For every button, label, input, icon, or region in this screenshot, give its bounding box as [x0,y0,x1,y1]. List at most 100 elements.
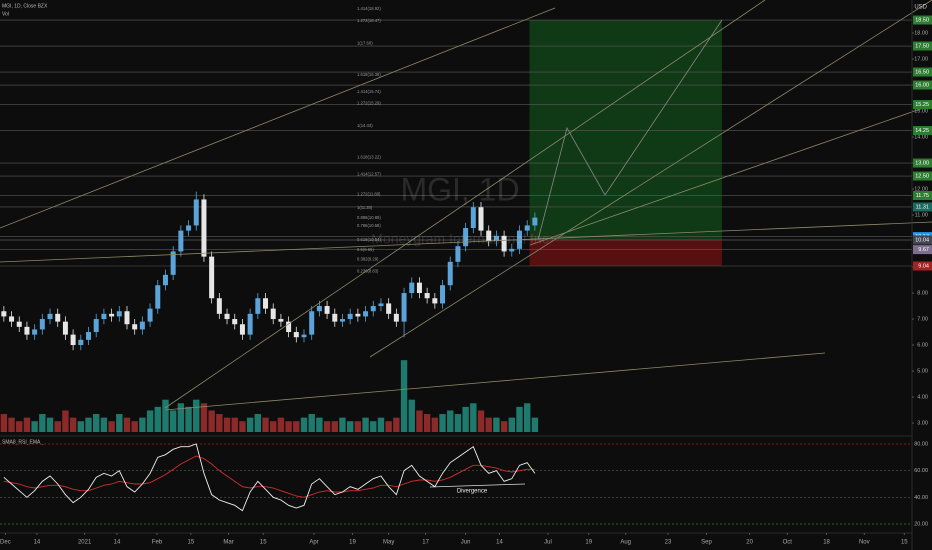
volume-bar [531,417,539,432]
fib-label: 1(17.60) [357,41,373,46]
candle-body [124,311,130,325]
price-label-box [913,126,932,136]
y-tick-label: 6.00 [917,342,928,348]
x-tick-label: 15 [260,540,267,546]
volume-bar [0,414,8,432]
x-tick-label: Sep [701,540,712,546]
price-label-box [913,191,932,201]
candle-body [116,311,122,317]
volume-bar [200,403,208,432]
candle-body [370,306,376,312]
volume-bar [523,403,531,432]
x-tick-label: 19 [349,540,356,546]
volume-bar [400,360,408,432]
fib-label: 1(11.28) [357,205,373,210]
volume-bar [116,414,123,432]
candle-body [347,313,353,320]
candle-body [239,324,245,335]
candle-body [101,313,107,320]
x-tick-label: May [383,540,394,546]
fib-label: 0.618(10.04) [357,237,381,242]
candle-body [70,334,76,346]
volume-bar [339,417,346,432]
candle-body [409,282,415,294]
y-tick-label: 11.00 [915,212,928,218]
candle-body [401,293,407,322]
candle-body [309,311,315,335]
price-label-box [913,261,932,271]
y-tick-label: 18.00 [914,30,928,36]
currency: USD [914,5,927,11]
volume-bar [139,417,146,432]
y-tick-label: 7.00 [917,316,928,322]
volume-bar [500,421,508,432]
volume-bar [285,421,292,432]
y-tick-label: 17.00 [914,56,928,62]
volume-bar [108,421,115,432]
price-label-box [913,158,932,168]
price-label: 13.00 [915,160,929,166]
fib-label: 0.886(10.89) [357,215,381,220]
volume-bar [454,414,462,432]
candle-body [524,225,530,231]
volume-bar [146,410,154,432]
x-tick-label: Dec [0,540,11,546]
x-tick-label: 15 [188,540,195,546]
candle-body [386,303,392,314]
watermark: MGI, 1D [400,171,519,207]
price-label: 10.04 [915,237,929,243]
volume-bar [254,414,262,432]
volume-bar [293,421,300,432]
price-label: 9.67 [918,247,929,253]
candle-body [440,285,446,304]
candle-body [86,332,92,340]
price-label: 15.25 [915,102,929,108]
candle-body [93,319,99,333]
price-label: 11.31 [916,204,929,210]
volume-bar [169,410,177,432]
x-tick-label: 23 [665,540,672,546]
volume-bar [223,417,231,432]
candle-body [301,334,307,338]
volume-bar [354,421,362,432]
volume-bar [77,421,85,432]
header: MGI, 1D, Close BZX [2,3,48,9]
volume-bar [377,417,385,432]
volume-bar [39,414,46,432]
price-label-box [913,100,932,110]
volume-bar [300,417,308,432]
candle-body [501,235,507,252]
price-label: 9.04 [918,263,929,269]
volume-bar [131,421,138,432]
volume-bar [177,403,185,432]
volume-bar [431,417,439,432]
fib-label: 1.618(13.22) [357,154,381,159]
x-tick-label: Aug [620,540,631,546]
price-label: 11.75 [916,193,929,199]
candle-body [532,217,538,226]
candle-body [39,319,45,330]
rsi-ema-line [3,455,535,498]
volume-bar [246,417,254,432]
volume-bar [231,417,238,432]
watermark-sub: Moneygram International Inc [371,231,548,247]
candle-body [32,329,38,335]
x-tick-label: Jun [461,540,471,546]
candle-body [201,199,207,257]
volume-bar [270,421,277,432]
volume-bar [100,417,108,432]
candle-body [455,246,461,262]
candle-body [186,225,192,231]
fib-label: 1.272(18.47) [357,18,381,23]
projection [537,19,723,241]
volume-bar [416,410,423,432]
volume-bar [93,414,100,432]
candle-body [139,321,145,330]
volume-bar [323,421,331,432]
trend-line [164,0,766,409]
volume-bar [308,414,315,432]
candle-body [16,321,22,327]
volume-bar [485,417,492,432]
candle-body [247,313,253,335]
